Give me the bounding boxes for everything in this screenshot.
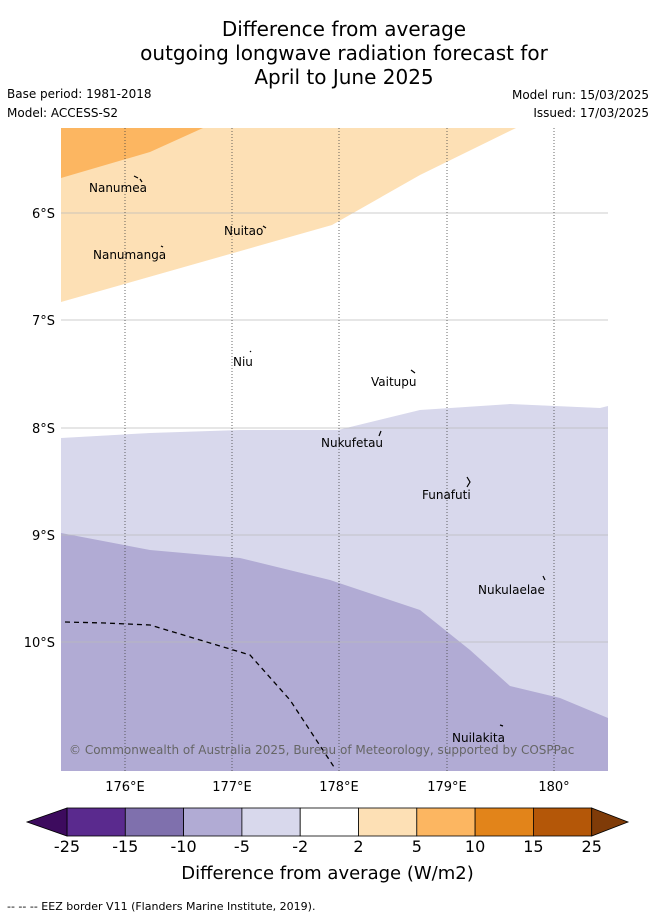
place-label: Nuitao [224, 224, 263, 238]
place-label: Nukulaelae [478, 583, 545, 597]
colorbar-segment [416, 807, 476, 837]
colorbar-tick-label: -15 [112, 837, 139, 856]
colorbar-segment [533, 807, 593, 837]
colorbar-tick-label: -10 [170, 837, 197, 856]
colorbar-segment [241, 807, 301, 837]
colorbar-under-arrow [25, 807, 68, 837]
colorbar-tick-label: 2 [353, 837, 364, 856]
colorbar-segment [183, 807, 243, 837]
colorbar-segment [358, 807, 418, 837]
place-label: Nanumanga [93, 248, 166, 262]
lat-tick-label: 7°S [32, 314, 55, 329]
island-shapes [133, 175, 546, 727]
lat-tick-label: 8°S [32, 422, 55, 437]
colorbar-tick-label: -25 [53, 837, 81, 856]
lat-gridlines [61, 212, 608, 643]
model-name: Model: ACCESS-S2 [7, 106, 119, 120]
colorbar-tick-label: 25 [581, 837, 602, 856]
base-period: Base period: 1981-2018 [7, 87, 152, 101]
model-run: Model run: 15/03/2025 [511, 88, 649, 102]
colorbar-title: Difference from average (W/m2) [181, 863, 474, 884]
lon-tick-label: 179°E [427, 780, 467, 795]
lon-gridlines [124, 128, 555, 771]
colorbar [25, 807, 630, 837]
colorbar-tick-label: 5 [411, 837, 422, 856]
chart-title-line2: outgoing longwave radiation forecast for [140, 41, 548, 65]
lon-tick-label: 176°E [105, 780, 145, 795]
colorbar-tick-label: 15 [523, 837, 544, 856]
lon-tick-label: 180° [538, 780, 569, 795]
region-plus-2-to-5 [61, 128, 516, 302]
colorbar-segment [124, 807, 185, 837]
lon-tick-label: 177°E [212, 780, 252, 795]
lat-tick-label: 10°S [24, 636, 55, 651]
place-label: Niu [233, 355, 253, 369]
eez-legend-note: -- -- -- EEZ border V11 (Flanders Marine… [7, 900, 316, 913]
colorbar-segment [299, 807, 359, 837]
lat-tick-label: 6°S [32, 207, 55, 222]
lon-tick-label: 178°E [319, 780, 359, 795]
chart-title-line3: April to June 2025 [254, 65, 434, 89]
eez-border [64, 621, 335, 768]
colorbar-tick-label: -5 [233, 837, 250, 856]
place-label: Nuilakita [452, 731, 505, 745]
colorbar-tick-label: -2 [292, 837, 309, 856]
region-plus-5-to-10 [61, 128, 203, 178]
place-label: Nanumea [89, 181, 147, 195]
colorbar-over-arrow [591, 807, 630, 837]
issued-date: Issued: 17/03/2025 [533, 106, 649, 120]
place-label: Funafuti [422, 488, 471, 502]
place-label: Vaitupu [371, 375, 417, 389]
lat-tick-label: 9°S [32, 529, 55, 544]
colorbar-segment [66, 807, 126, 837]
colorbar-tick-label: 10 [464, 837, 486, 856]
chart-title-line1: Difference from average [221, 17, 467, 41]
region-minus-5-to-10 [61, 533, 608, 771]
copyright-notice: © Commonwealth of Australia 2025, Bureau… [69, 743, 574, 757]
place-label: Nukufetau [321, 436, 383, 450]
colorbar-segment [474, 807, 534, 837]
